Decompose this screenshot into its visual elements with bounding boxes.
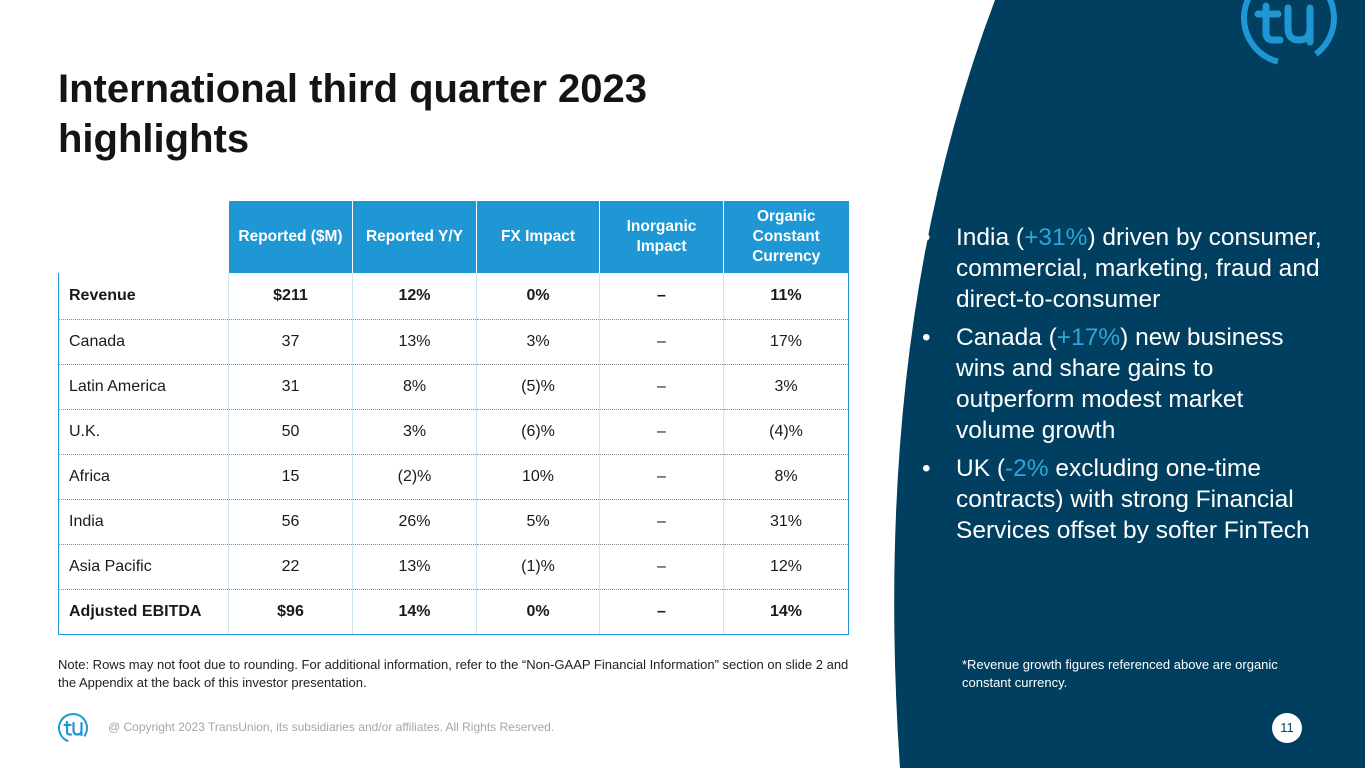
financial-table: Reported ($M) Reported Y/Y FX Impact Ino… — [58, 201, 849, 635]
cell-reported: 15 — [228, 454, 353, 500]
cell-inorganic: – — [599, 544, 724, 590]
cell-inorganic: – — [599, 364, 724, 410]
list-item: • UK (-2% excluding one-time contracts) w… — [922, 453, 1322, 546]
table-row: India 56 26% 5% – 31% — [58, 499, 849, 545]
cell-reported: $96 — [228, 589, 353, 635]
row-label: U.K. — [58, 409, 229, 455]
cell-organic: 3% — [723, 364, 849, 410]
bullet-icon: • — [922, 455, 931, 482]
row-label: Asia Pacific — [58, 544, 229, 590]
cell-fx: 3% — [476, 319, 600, 365]
cell-yy: 26% — [352, 499, 477, 545]
cell-inorganic: – — [599, 319, 724, 365]
cell-inorganic: – — [599, 409, 724, 455]
cell-reported: 22 — [228, 544, 353, 590]
cell-yy: (2)% — [352, 454, 477, 500]
cell-reported: 56 — [228, 499, 353, 545]
cell-yy: 8% — [352, 364, 477, 410]
bullet-icon: • — [922, 224, 931, 251]
list-item: • Canada (+17%) new business wins and sha… — [922, 322, 1322, 446]
table-row: Adjusted EBITDA $96 14% 0% – 14% — [58, 589, 849, 635]
cell-reported: 37 — [228, 319, 353, 365]
table-note: Note: Rows may not foot due to rounding.… — [58, 657, 849, 690]
cell-yy: 13% — [352, 544, 477, 590]
cell-inorganic: – — [599, 273, 724, 320]
copyright-text: @ Copyright 2023 TransUnion, its subsidi… — [108, 720, 555, 734]
cell-yy: 12% — [352, 273, 477, 320]
row-label: Adjusted EBITDA — [58, 589, 229, 635]
header-inorganic-impact: Inorganic Impact — [599, 201, 724, 273]
cell-yy: 14% — [352, 589, 477, 635]
table-row: Asia Pacific 22 13% (1)% – 12% — [58, 544, 849, 590]
row-label: Revenue — [58, 273, 229, 320]
page-number: 11 — [1272, 713, 1302, 743]
bullet-text-pre: UK ( — [956, 455, 1005, 482]
table-row: Latin America 31 8% (5)% – 3% — [58, 364, 849, 410]
row-label: India — [58, 499, 229, 545]
cell-organic: 14% — [723, 589, 849, 635]
cell-fx: 5% — [476, 499, 600, 545]
row-label: Africa — [58, 454, 229, 500]
bullet-text-post: ) new business wins and share gains to o… — [956, 324, 1284, 444]
bullet-highlight: -2% — [1005, 455, 1049, 482]
cell-organic: 31% — [723, 499, 849, 545]
cell-fx: (6)% — [476, 409, 600, 455]
footnote: *Revenue growth figures referenced above… — [962, 657, 1278, 690]
bullet-highlight: +17% — [1056, 324, 1121, 351]
bullet-text-pre: Canada ( — [956, 324, 1057, 351]
cell-inorganic: – — [599, 499, 724, 545]
transunion-logo-icon — [1241, 0, 1337, 66]
table-header-row: Reported ($M) Reported Y/Y FX Impact Ino… — [59, 201, 849, 273]
cell-fx: 0% — [476, 589, 600, 635]
cell-reported: 31 — [228, 364, 353, 410]
cell-organic: 17% — [723, 319, 849, 365]
cell-fx: 0% — [476, 273, 600, 320]
header-fx-impact: FX Impact — [476, 201, 600, 273]
cell-yy: 3% — [352, 409, 477, 455]
cell-organic: 12% — [723, 544, 849, 590]
row-label: Latin America — [58, 364, 229, 410]
cell-yy: 13% — [352, 319, 477, 365]
header-organic-constant-currency: Organic Constant Currency — [723, 201, 849, 273]
row-label: Canada — [58, 319, 229, 365]
bullet-text-pre: India ( — [956, 224, 1025, 251]
cell-reported: $211 — [228, 273, 353, 320]
header-reported: Reported ($M) — [228, 201, 353, 273]
highlights-list: • India (+31%) driven by consumer, commer… — [922, 222, 1322, 553]
bullet-text-post: ) driven by consumer, commercial, market… — [956, 224, 1322, 313]
transunion-footer-logo-icon — [58, 713, 88, 743]
cell-fx: 10% — [476, 454, 600, 500]
bullet-text-post: excluding one-time contracts) with stron… — [956, 455, 1310, 544]
cell-organic: 8% — [723, 454, 849, 500]
cell-inorganic: – — [599, 589, 724, 635]
cell-organic: 11% — [723, 273, 849, 320]
cell-inorganic: – — [599, 454, 724, 500]
table-header-blank — [59, 201, 229, 273]
table-row: Africa 15 (2)% 10% – 8% — [58, 454, 849, 500]
bullet-highlight: +31% — [1024, 224, 1088, 251]
bullet-icon: • — [922, 324, 931, 351]
slide-title: International third quarter 2023 highlig… — [58, 67, 648, 161]
cell-organic: (4)% — [723, 409, 849, 455]
table-row: Canada 37 13% 3% – 17% — [58, 319, 849, 365]
cell-fx: (1)% — [476, 544, 600, 590]
cell-reported: 50 — [228, 409, 353, 455]
table-row: U.K. 50 3% (6)% – (4)% — [58, 409, 849, 455]
list-item: • India (+31%) driven by consumer, commer… — [922, 222, 1322, 315]
table-row: Revenue $211 12% 0% – 11% — [58, 273, 849, 320]
cell-fx: (5)% — [476, 364, 600, 410]
header-reported-yy: Reported Y/Y — [352, 201, 477, 273]
